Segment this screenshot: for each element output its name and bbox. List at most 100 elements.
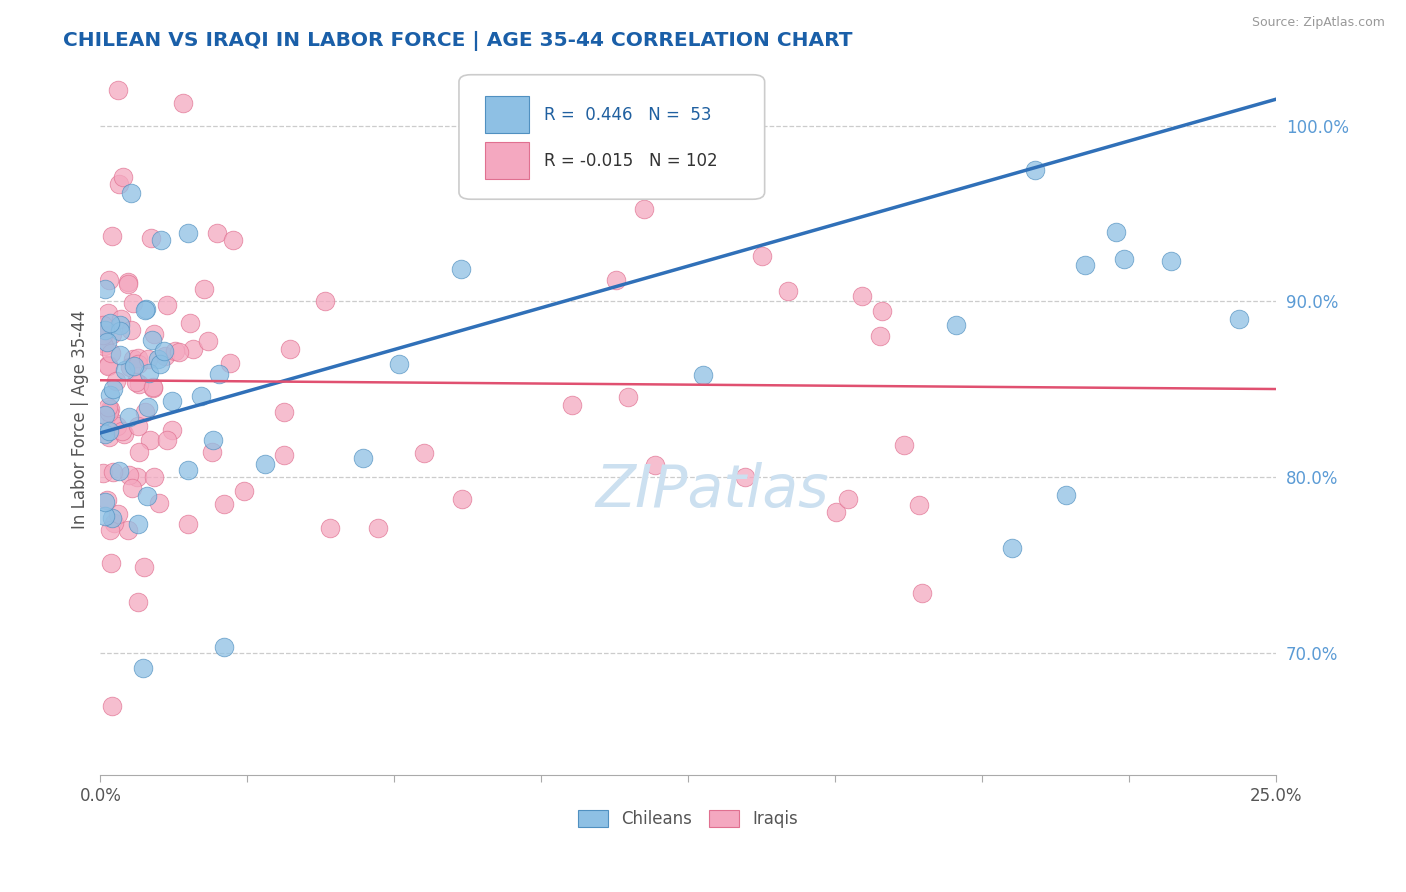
Point: [134, 405, 156, 419]
Point: [91, 335, 114, 350]
Point: [118, 360, 141, 375]
Point: [851, 289, 873, 303]
Point: [837, 492, 859, 507]
Point: [100, 556, 122, 570]
Point: [278, 343, 301, 357]
Point: [212, 640, 235, 654]
Point: [110, 324, 132, 338]
Point: [1104, 225, 1126, 239]
Point: [112, 427, 135, 442]
Point: [644, 458, 666, 473]
Point: [138, 433, 160, 447]
Point: [101, 510, 124, 524]
Text: R =  0.446   N =  53: R = 0.446 N = 53: [544, 105, 711, 124]
Point: [172, 95, 194, 110]
Point: [165, 343, 187, 358]
Point: [205, 226, 228, 240]
Point: [118, 409, 141, 424]
Point: [98, 401, 121, 416]
Text: CHILEAN VS IRAQI IN LABOR FORCE | AGE 35-44 CORRELATION CHART: CHILEAN VS IRAQI IN LABOR FORCE | AGE 35…: [63, 31, 853, 51]
Point: [893, 438, 915, 452]
Point: [692, 368, 714, 382]
Point: [870, 304, 893, 318]
Point: [101, 465, 124, 479]
Point: [160, 394, 183, 409]
Point: [143, 470, 166, 484]
Point: [97, 306, 120, 320]
Bar: [485, 143, 530, 179]
Point: [153, 350, 176, 364]
Point: [1160, 254, 1182, 268]
Point: [141, 333, 163, 347]
Point: [101, 699, 124, 714]
Point: [273, 449, 295, 463]
Point: [177, 516, 200, 531]
Point: [135, 301, 157, 316]
Point: [208, 367, 231, 381]
Legend: Chileans, Iraqis: Chileans, Iraqis: [572, 803, 804, 835]
Point: [197, 334, 219, 348]
FancyBboxPatch shape: [458, 75, 765, 199]
Point: [108, 464, 131, 478]
Point: [97, 400, 120, 414]
Point: [100, 326, 122, 341]
Point: [93, 339, 115, 353]
Y-axis label: In Labor Force | Age 35-44: In Labor Force | Age 35-44: [72, 310, 89, 529]
Point: [450, 261, 472, 276]
Point: [127, 351, 149, 365]
Point: [1074, 258, 1097, 272]
Point: [1000, 541, 1022, 555]
Point: [94, 427, 117, 442]
Point: [98, 429, 121, 443]
Point: [945, 318, 967, 332]
Point: [97, 359, 120, 373]
Point: [105, 374, 128, 388]
Point: [176, 226, 198, 240]
Point: [160, 423, 183, 437]
Point: [94, 495, 117, 509]
Point: [143, 327, 166, 342]
Point: [139, 231, 162, 245]
Point: [136, 351, 159, 366]
Point: [100, 346, 122, 360]
Point: [98, 388, 121, 402]
Point: [122, 351, 145, 366]
Point: [451, 492, 474, 507]
Point: [107, 507, 129, 521]
Point: [120, 186, 142, 200]
Point: [908, 499, 931, 513]
Point: [138, 366, 160, 380]
Point: [110, 312, 132, 326]
Point: [94, 408, 117, 422]
Point: [111, 170, 134, 185]
Point: [128, 377, 150, 392]
Point: [201, 433, 224, 447]
Point: [132, 661, 155, 675]
Point: [751, 249, 773, 263]
Point: [100, 414, 122, 428]
Point: [177, 463, 200, 477]
Point: [314, 294, 336, 309]
Point: [117, 277, 139, 292]
Point: [114, 363, 136, 377]
Point: [132, 560, 155, 574]
Point: [824, 505, 846, 519]
Point: [179, 316, 201, 330]
Point: [94, 414, 117, 428]
Point: [734, 469, 756, 483]
Point: [156, 298, 179, 312]
Point: [412, 446, 434, 460]
Point: [212, 497, 235, 511]
Point: [190, 388, 212, 402]
Point: [1054, 488, 1077, 502]
Point: [233, 483, 256, 498]
Point: [561, 398, 583, 412]
Point: [633, 202, 655, 216]
Point: [181, 342, 204, 356]
Point: [605, 273, 627, 287]
Point: [127, 595, 149, 609]
Point: [910, 586, 932, 600]
Point: [149, 358, 172, 372]
Point: [142, 380, 165, 394]
Point: [94, 508, 117, 523]
